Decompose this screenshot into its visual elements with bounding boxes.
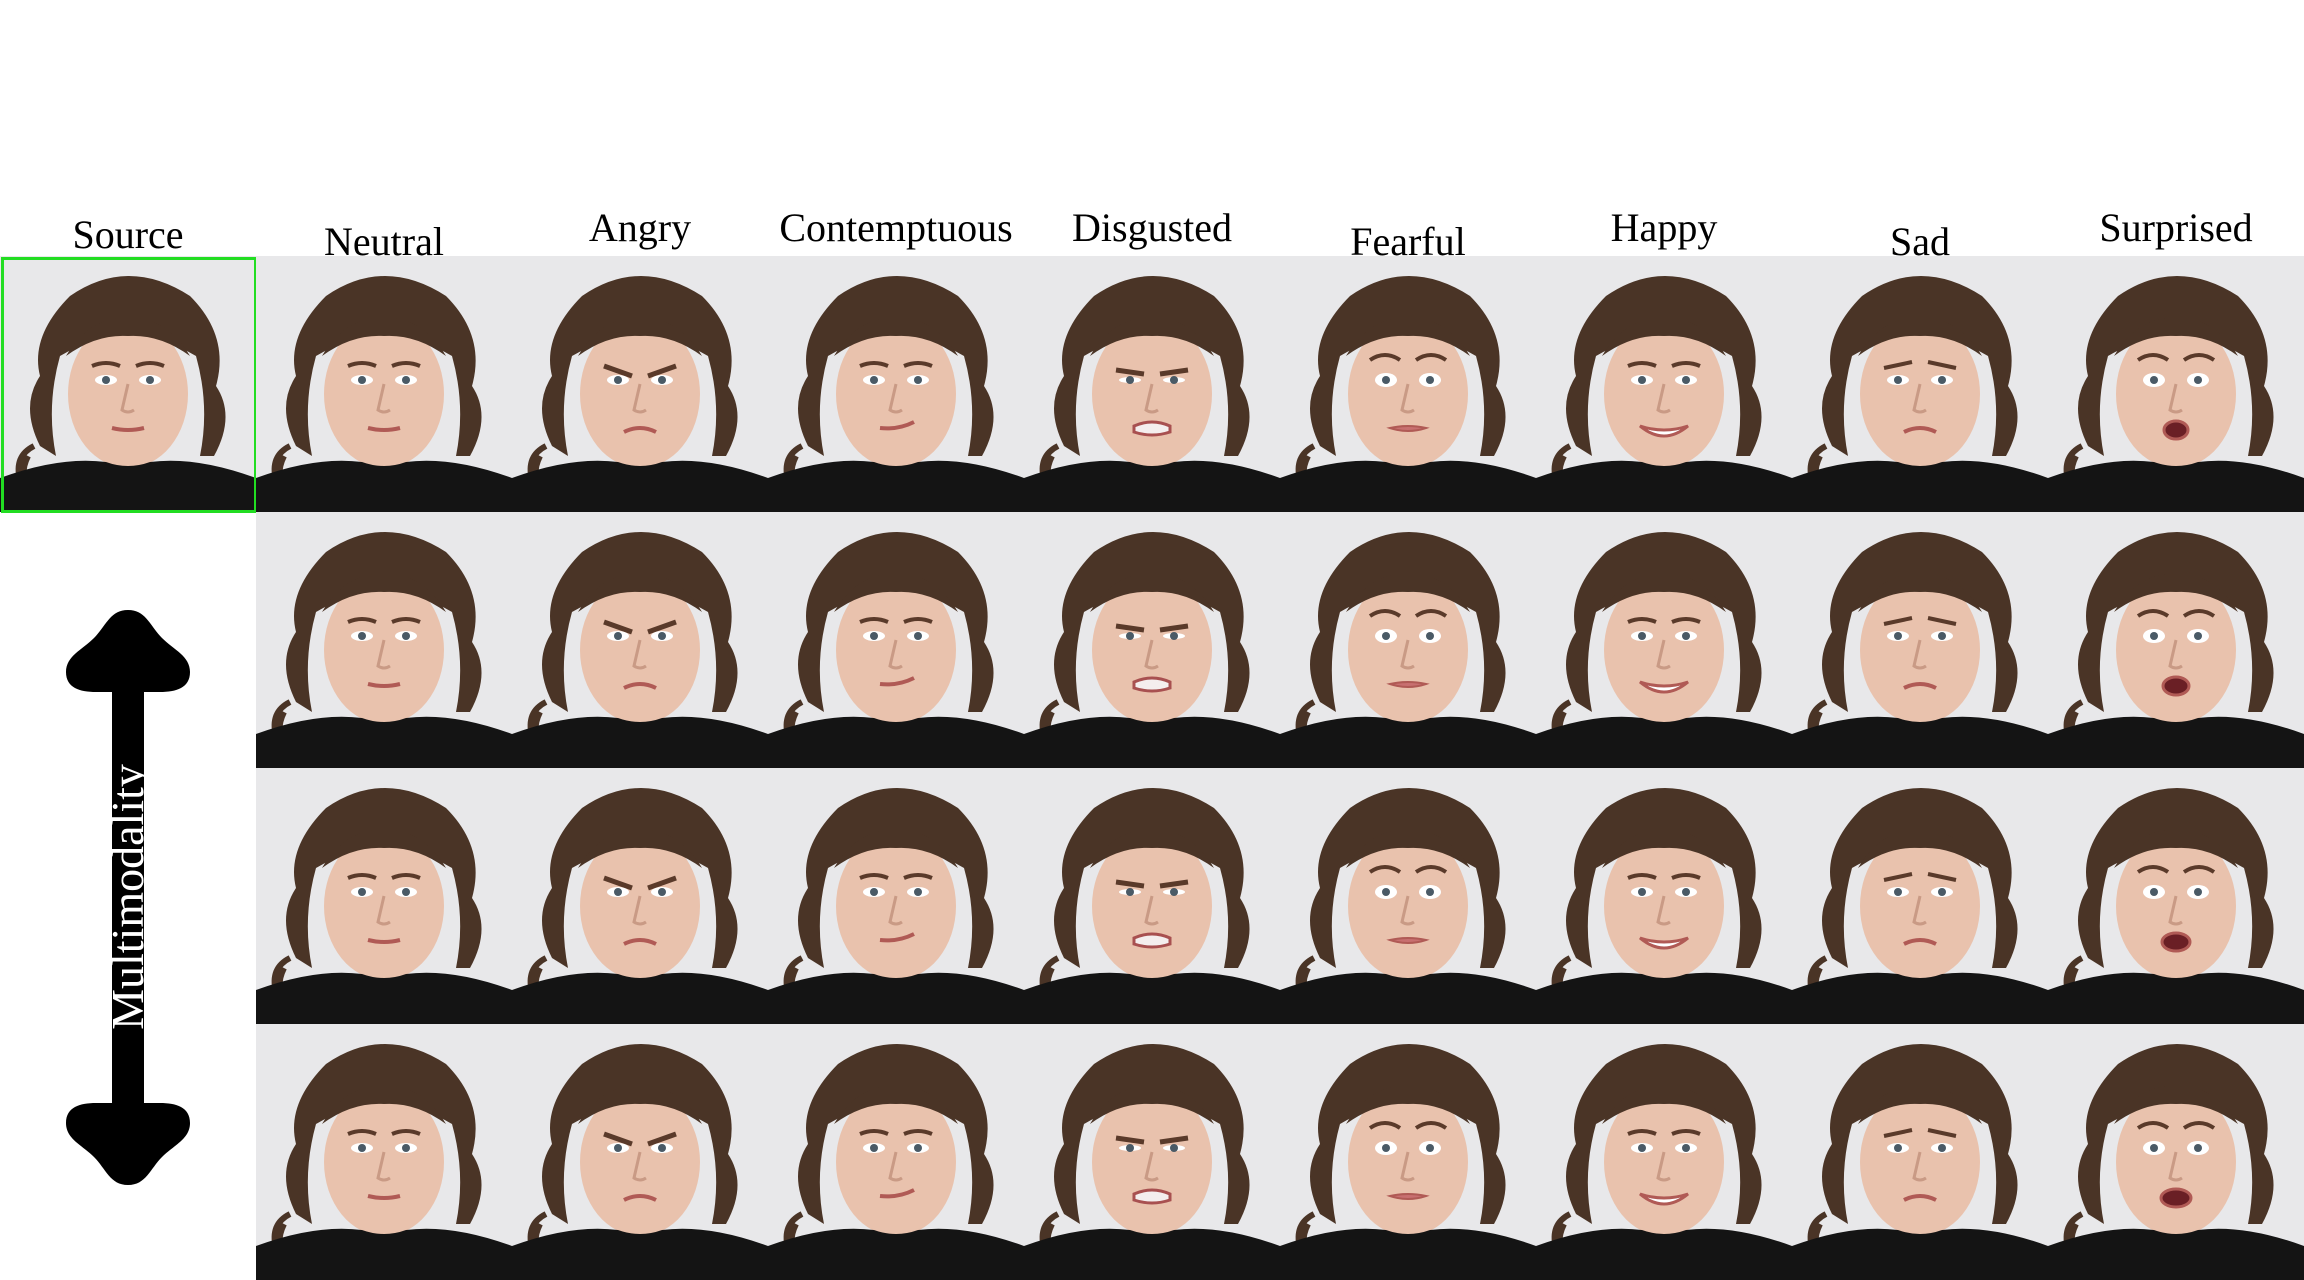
- column-label-surprised: Surprised: [2099, 205, 2253, 250]
- double-headed-arrow-icon: [66, 610, 190, 1185]
- face-fearful-row-1: [1280, 256, 1536, 512]
- face-contemptuous-row-1: [768, 256, 1024, 512]
- face-fearful-row-2: [1280, 512, 1536, 768]
- face-happy-row-2: [1536, 512, 1792, 768]
- face-surprised-row-2: [2048, 512, 2304, 768]
- face-contemptuous-row-2: [768, 512, 1024, 768]
- face-contemptuous-row-4: [768, 1024, 1024, 1280]
- face-angry-row-1: [512, 256, 768, 512]
- face-happy-row-3: [1536, 768, 1792, 1024]
- face-happy-row-1: [1536, 256, 1792, 512]
- face-surprised-row-1: [2048, 256, 2304, 512]
- face-sad-row-3: [1792, 768, 2048, 1024]
- face-neutral-row-4: [256, 1024, 512, 1280]
- face-disgusted-row-3: [1024, 768, 1280, 1024]
- column-label-disgusted: Disgusted: [1072, 205, 1232, 250]
- face-angry-row-4: [512, 1024, 768, 1280]
- face-contemptuous-row-3: [768, 768, 1024, 1024]
- source-face-image: [0, 256, 256, 512]
- face-neutral-row-1: [256, 256, 512, 512]
- face-disgusted-row-2: [1024, 512, 1280, 768]
- face-fearful-row-3: [1280, 768, 1536, 1024]
- face-surprised-row-3: [2048, 768, 2304, 1024]
- face-disgusted-row-1: [1024, 256, 1280, 512]
- source-face-photo: [0, 256, 256, 512]
- face-neutral-row-2: [256, 512, 512, 768]
- face-sad-row-4: [1792, 1024, 2048, 1280]
- face-fearful-row-4: [1280, 1024, 1536, 1280]
- face-surprised-row-4: [2048, 1024, 2304, 1280]
- column-label-sad: Sad: [1890, 219, 1950, 264]
- face-disgusted-row-4: [1024, 1024, 1280, 1280]
- face-angry-row-3: [512, 768, 768, 1024]
- face-angry-row-2: [512, 512, 768, 768]
- column-label-angry: Angry: [588, 205, 692, 250]
- face-happy-row-4: [1536, 1024, 1792, 1280]
- face-sad-row-1: [1792, 256, 2048, 512]
- column-label-contemptuous: Contemptuous: [779, 205, 1013, 250]
- generated-faces-grid: [256, 256, 2304, 1280]
- face-sad-row-2: [1792, 512, 2048, 768]
- face-neutral-row-3: [256, 768, 512, 1024]
- column-label-neutral: Neutral: [324, 219, 444, 264]
- column-label-fearful: Fearful: [1350, 219, 1466, 264]
- source-column-label: Source: [72, 212, 184, 257]
- multimodality-axis-label: Multimodality: [102, 764, 153, 1030]
- column-label-happy: Happy: [1610, 205, 1718, 250]
